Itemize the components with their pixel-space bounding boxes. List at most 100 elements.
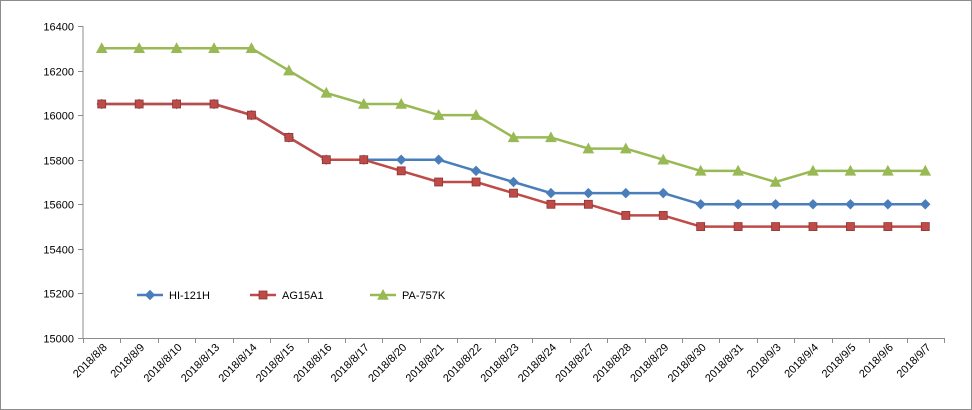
legend-item: AG15A1 [250, 290, 324, 302]
x-tick-label: 2018/8/27 [553, 342, 596, 385]
data-point [434, 177, 444, 187]
data-point [770, 199, 781, 210]
x-tick-label: 2018/8/22 [441, 342, 484, 385]
data-point [583, 199, 593, 209]
y-tick-label: 15600 [43, 200, 74, 212]
x-tick-label: 2018/8/31 [703, 342, 746, 385]
x-tick-label: 2018/8/9 [109, 342, 148, 381]
series-line [101, 47, 926, 184]
data-point [209, 99, 219, 109]
y-tick-label: 15000 [43, 334, 74, 346]
data-point [846, 222, 855, 231]
y-tick-label: 15200 [43, 289, 74, 301]
data-point [882, 164, 894, 176]
data-point [583, 187, 594, 199]
data-point [620, 187, 632, 199]
data-point [619, 142, 632, 154]
legend-marker [144, 289, 156, 301]
y-tick-label: 16400 [43, 22, 74, 34]
data-point [658, 211, 668, 220]
x-tick-label: 2018/8/30 [666, 342, 709, 385]
data-point [284, 133, 294, 142]
legend: HI-121H AG15A1 PA-757K [137, 288, 446, 302]
data-point [432, 109, 445, 120]
x-tick-label: 2018/8/17 [329, 342, 372, 385]
series-layer [95, 42, 932, 231]
data-point [545, 187, 557, 199]
y-axis: 15000 15200 15400 15600 15800 16000 16200 16400 [43, 22, 84, 346]
data-point [621, 211, 631, 220]
y-tick-label: 15400 [43, 245, 74, 257]
x-tick-label: 2018/8/29 [628, 342, 671, 385]
data-point [283, 64, 295, 76]
x-tick-label: 2018/9/3 [745, 342, 784, 381]
legend-label: HI-121H [169, 290, 210, 302]
legend-label: PA-757K [402, 290, 446, 302]
data-point [97, 99, 107, 109]
data-point [470, 165, 482, 177]
data-point [882, 199, 894, 210]
data-point [470, 109, 482, 120]
x-tick-label: 2018/8/15 [254, 342, 297, 385]
data-point [507, 131, 520, 143]
data-point [769, 175, 782, 187]
data-point [657, 153, 670, 165]
x-tick-label: 2018/9/4 [782, 342, 821, 381]
legend-item: HI-121H [137, 289, 210, 302]
data-point [844, 164, 857, 176]
data-point [546, 199, 556, 209]
data-point [247, 110, 256, 120]
x-tick-label: 2018/8/28 [591, 342, 634, 385]
data-point [395, 97, 408, 109]
x-tick-label: 2018/8/16 [291, 342, 334, 385]
x-tick-label: 2018/8/13 [179, 342, 222, 385]
series-line [101, 102, 926, 228]
x-axis: 2018/8/82018/8/92018/8/102018/8/132018/8… [71, 338, 945, 385]
y-tick-label: 16200 [43, 67, 74, 79]
legend-marker [258, 290, 268, 300]
data-point [471, 177, 481, 187]
data-point [919, 164, 932, 176]
data-point [582, 142, 595, 154]
data-point [359, 155, 369, 165]
data-point [170, 42, 183, 54]
data-point [845, 199, 856, 210]
legend-item: PA-757K [370, 288, 446, 302]
data-point [808, 222, 818, 231]
data-point [771, 222, 780, 231]
data-point [357, 97, 370, 109]
data-point [658, 187, 669, 199]
x-tick-label: 2018/8/10 [142, 342, 185, 385]
data-point [920, 199, 931, 210]
data-point [807, 199, 819, 210]
y-tick-label: 16000 [43, 111, 74, 123]
data-point [883, 222, 893, 231]
x-tick-label: 2018/8/8 [71, 342, 110, 381]
data-point [172, 99, 181, 109]
x-tick-label: 2018/8/14 [216, 342, 259, 385]
series-ag15a1 [97, 99, 930, 231]
x-tick-label: 2018/9/5 [820, 342, 859, 381]
data-point [95, 42, 108, 54]
x-tick-label: 2018/8/20 [366, 342, 409, 385]
x-tick-label: 2018/8/24 [516, 342, 559, 385]
data-point [696, 222, 706, 231]
data-point [695, 199, 706, 210]
x-tick-label: 2018/9/7 [895, 342, 934, 381]
data-point [245, 42, 258, 54]
data-point [134, 99, 144, 109]
legend-marker [377, 288, 389, 300]
data-point [508, 176, 519, 188]
data-point [396, 166, 406, 176]
data-point [545, 131, 557, 143]
legend-label: AG15A1 [282, 290, 324, 302]
data-point [732, 199, 744, 210]
x-tick-label: 2018/8/21 [404, 342, 447, 385]
data-point [395, 154, 407, 165]
x-tick-label: 2018/8/23 [479, 342, 522, 385]
data-point [321, 155, 331, 165]
data-point [920, 222, 930, 231]
series-pa-757k [95, 42, 932, 187]
data-point [320, 86, 333, 98]
